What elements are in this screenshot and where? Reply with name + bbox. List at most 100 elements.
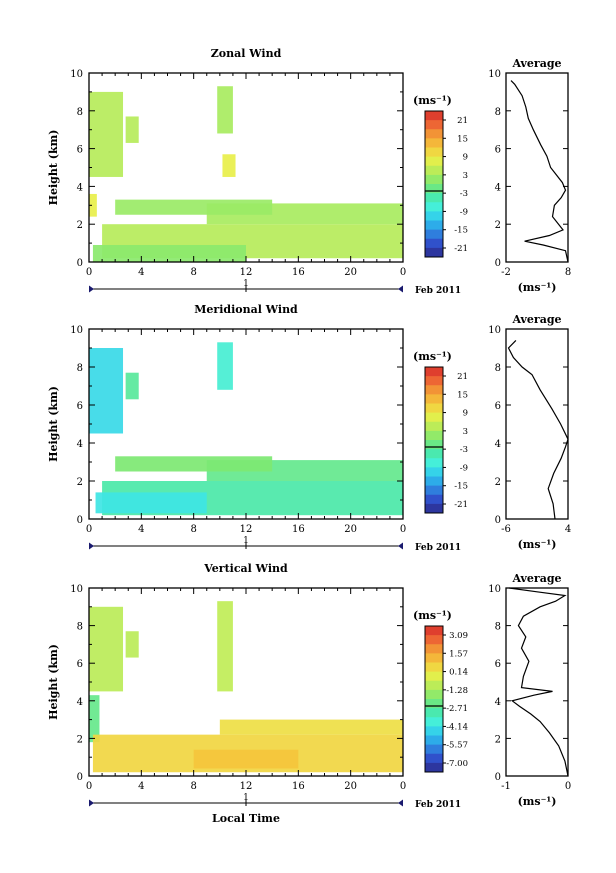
profile-y-tick-label: 10 — [488, 325, 501, 336]
colorbar-segment — [425, 458, 443, 468]
colorbar-label: (ms⁻¹) — [413, 94, 452, 107]
y-tick-label: 6 — [77, 145, 83, 156]
colorbar: (ms⁻¹) 21 15 9 3 -3 -9 -15 -21 — [413, 94, 468, 258]
profile-y-tick-label: 10 — [488, 69, 501, 80]
profile-frame — [505, 587, 569, 777]
heatmap-cell — [217, 342, 233, 390]
colorbar-segment — [425, 644, 443, 654]
colorbar-tick-label: -3 — [460, 445, 468, 455]
day-marker-label: 1 — [243, 536, 249, 546]
panel-title: Zonal Wind — [211, 47, 282, 60]
profile-y-tick-label: 2 — [495, 734, 501, 745]
panel-title: Meridional Wind — [194, 303, 298, 316]
profile-x-tick-label: -2 — [501, 267, 511, 278]
colorbar-label: (ms⁻¹) — [413, 609, 452, 622]
colorbar: (ms⁻¹) 3.09 1.57 0.14 -1.28 -2.71 -4.14 -5.57 -7… — [413, 609, 468, 773]
colorbar-segment — [425, 699, 443, 709]
colorbar-segment — [425, 726, 443, 736]
x-tick-label: 16 — [292, 524, 305, 535]
colorbar-segment — [425, 247, 443, 258]
colorbar-segment — [425, 184, 443, 194]
heatmap-cell — [125, 372, 139, 400]
profile-y-tick-label: 4 — [495, 182, 501, 193]
colorbar-segment — [425, 762, 443, 773]
y-axis-label: Height (km) — [47, 386, 60, 462]
colorbar-tick-label: 9 — [463, 153, 468, 163]
colorbar-tick-label: -21 — [454, 244, 468, 254]
x-tick-label: 4 — [138, 524, 144, 535]
colorbar-segment — [425, 449, 443, 459]
colorbar-frame — [424, 110, 444, 258]
y-tick-label: 2 — [77, 477, 83, 488]
colorbar-segment — [425, 753, 443, 764]
colorbar-segment — [425, 165, 443, 176]
colorbar-segment — [425, 376, 443, 386]
day-start-marker — [89, 285, 94, 293]
colorbar-segment — [425, 708, 443, 718]
colorbar-segment — [425, 156, 443, 167]
profile-y-tick-label: 6 — [495, 659, 501, 670]
colorbar-segment — [425, 138, 443, 148]
x-tick-label: 12 — [240, 267, 253, 278]
colorbar-segment — [425, 476, 443, 487]
profile-y-tick-label: 0 — [495, 258, 501, 269]
colorbar-segment — [425, 653, 443, 663]
colorbar-segment — [425, 211, 443, 221]
x-tick-label: 8 — [190, 267, 196, 278]
colorbar-segment — [425, 680, 443, 691]
x-tick-label: 4 — [138, 781, 144, 792]
heatmap-cell — [217, 86, 233, 134]
x-tick-label: 20 — [344, 267, 357, 278]
y-tick-label: 2 — [77, 220, 83, 231]
colorbar-tick-label: 15 — [457, 390, 468, 400]
colorbar-segment — [425, 671, 443, 682]
colorbar-tick-label: -21 — [454, 500, 468, 510]
colorbar-segment — [425, 494, 443, 505]
colorbar-tick-label: -7.00 — [446, 759, 468, 769]
profile-title: Average — [511, 57, 561, 70]
colorbar-frame — [424, 366, 444, 514]
profile-x-tick-label: -1 — [501, 781, 511, 792]
heatmap-cell — [89, 606, 124, 692]
colorbar-segment — [425, 385, 443, 395]
profile-y-tick-label: 6 — [495, 401, 501, 412]
heatmap-cell — [217, 601, 233, 692]
colorbar-tick-label: -2.71 — [446, 704, 468, 714]
y-tick-label: 6 — [77, 401, 83, 412]
colorbar-segment — [425, 147, 443, 158]
colorbar-segment — [425, 626, 443, 636]
y-tick-label: 0 — [77, 515, 83, 526]
y-tick-label: 4 — [77, 439, 83, 450]
y-tick-label: 4 — [77, 697, 83, 708]
heatmap-cell — [89, 348, 124, 434]
profile-y-tick-label: 8 — [495, 363, 501, 374]
colorbar-segment — [425, 202, 443, 212]
y-axis-label: Height (km) — [47, 130, 60, 206]
y-tick-label: 0 — [77, 258, 83, 269]
y-tick-label: 6 — [77, 659, 83, 670]
colorbar-label: (ms⁻¹) — [413, 350, 452, 363]
colorbar-segment — [425, 717, 443, 727]
x-tick-label: 0 — [400, 267, 406, 278]
y-axis-label: Height (km) — [47, 644, 60, 720]
x-tick-label: 16 — [292, 781, 305, 792]
x-tick-label: 12 — [240, 781, 253, 792]
colorbar-segment — [425, 129, 443, 139]
date-label: Feb 2011 — [415, 543, 461, 553]
colorbar-segment — [425, 430, 443, 441]
heatmap-cell — [222, 154, 236, 177]
profile-y-tick-label: 0 — [495, 515, 501, 526]
y-tick-label: 2 — [77, 734, 83, 745]
colorbar-segment — [425, 412, 443, 423]
profile-x-tick-label: 0 — [565, 781, 571, 792]
profile-frame — [505, 328, 569, 520]
colorbar-tick-label: -9 — [460, 463, 468, 473]
colorbar-tick-label: -15 — [454, 482, 468, 492]
colorbar-tick-label: 21 — [457, 372, 468, 382]
x-axis-label: Local Time — [212, 812, 280, 825]
x-tick-label: 0 — [400, 781, 406, 792]
colorbar-tick-label: 9 — [463, 409, 468, 419]
